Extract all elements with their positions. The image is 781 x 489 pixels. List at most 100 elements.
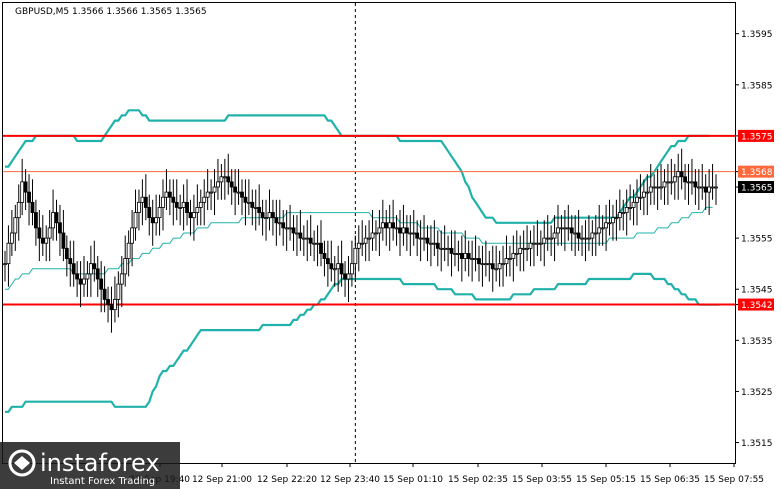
candle-body — [398, 227, 402, 234]
candle-body — [147, 207, 152, 219]
candle-body — [604, 222, 608, 229]
candle-body — [583, 237, 588, 240]
candle-body — [521, 247, 526, 250]
candle-body — [298, 232, 303, 239]
candle-body — [34, 212, 38, 229]
candle-body — [9, 232, 14, 244]
candle-body — [188, 212, 193, 219]
candle-body — [590, 232, 595, 239]
candle-body — [415, 232, 420, 239]
candle-body — [161, 196, 165, 208]
candle-body — [150, 217, 155, 224]
candle-body — [219, 176, 224, 183]
candle-body — [174, 201, 179, 208]
candle-body — [82, 278, 86, 285]
candle-body — [140, 196, 145, 203]
candle-body — [617, 212, 622, 219]
x-tick-label: 15 Sep 07:55 — [704, 475, 764, 485]
candle-body — [332, 268, 337, 271]
candle-body — [470, 258, 475, 260]
candle-body — [137, 201, 141, 213]
candle-body — [75, 273, 80, 280]
candle-body — [291, 227, 296, 234]
candles — [3, 148, 718, 333]
candle-body — [246, 201, 251, 204]
candle-body — [284, 227, 289, 230]
candle-body — [580, 237, 584, 240]
candle-body — [569, 227, 574, 234]
candle-body — [380, 222, 385, 229]
candle-body — [95, 268, 100, 280]
candle-body — [281, 222, 286, 229]
candle-body — [449, 247, 454, 254]
candle-body — [477, 258, 481, 265]
candle-body — [209, 191, 213, 194]
candle-body — [508, 258, 512, 260]
y-tick-label: 1.3565 — [741, 184, 773, 194]
candle-body — [528, 242, 533, 249]
candle-body — [360, 242, 365, 245]
candle-body — [3, 263, 7, 266]
candle-body — [16, 201, 21, 219]
candle-body — [339, 263, 344, 275]
candle-body — [356, 242, 361, 249]
candle-body — [157, 207, 162, 219]
candle-body — [198, 201, 203, 208]
candle-body — [556, 227, 560, 234]
candle-body — [315, 242, 320, 245]
candle-body — [453, 253, 457, 255]
candle-body — [133, 212, 138, 229]
candle-body — [274, 217, 279, 224]
candle-body — [549, 237, 554, 240]
y-tick-label: 1.3595 — [741, 30, 773, 40]
candle-body — [167, 191, 172, 198]
candle-body — [164, 191, 169, 198]
candle-body — [487, 263, 492, 266]
candle-body — [435, 242, 440, 249]
candle-body — [700, 186, 705, 189]
y-tick-label: 1.3545 — [741, 286, 773, 296]
candle-body — [61, 232, 66, 249]
candle-body — [88, 263, 93, 275]
candle-body — [319, 242, 323, 254]
candle-body — [171, 196, 176, 203]
candle-body — [483, 263, 488, 266]
candle-body — [106, 299, 110, 305]
logo-circle-icon — [8, 449, 36, 477]
candle-body — [260, 212, 265, 219]
price-axis: 1.3595 1.3585 1.3575 1.3568 1.3565 1.3555 1.35… — [735, 30, 774, 449]
symbol-header: GBPUSD,M5 1.3566 1.3566 1.3565 1.3565 — [15, 7, 207, 17]
candle-body — [518, 247, 523, 254]
candle-body — [367, 237, 371, 240]
candle-body — [645, 191, 650, 194]
candle-body — [659, 186, 663, 189]
candle-body — [497, 263, 502, 270]
candle-body — [336, 263, 341, 270]
candle-body — [652, 186, 657, 189]
candle-body — [686, 181, 691, 184]
candle-body — [690, 181, 694, 184]
candle-body — [216, 181, 220, 188]
candle-body — [628, 207, 633, 209]
candle-body — [109, 304, 114, 311]
candle-body — [343, 273, 347, 280]
candle-body — [102, 288, 107, 300]
candle-body — [672, 176, 677, 183]
candle-body — [593, 232, 598, 235]
candle-body — [611, 217, 615, 224]
candle-body — [78, 278, 83, 285]
candle-body — [85, 273, 90, 280]
candle-body — [624, 207, 629, 213]
candle-body — [363, 237, 368, 244]
candle-body — [301, 237, 306, 240]
candle-body — [192, 212, 196, 219]
candle-body — [64, 247, 69, 259]
candle-body — [411, 232, 416, 235]
y-tick-label: 1.3555 — [741, 235, 773, 245]
x-tick-label: 15 Sep 05:15 — [576, 475, 636, 485]
candle-body — [195, 207, 200, 213]
x-tick-label: 15 Sep 01:10 — [383, 475, 443, 485]
candle-body — [552, 232, 557, 239]
candle-body — [370, 232, 375, 239]
